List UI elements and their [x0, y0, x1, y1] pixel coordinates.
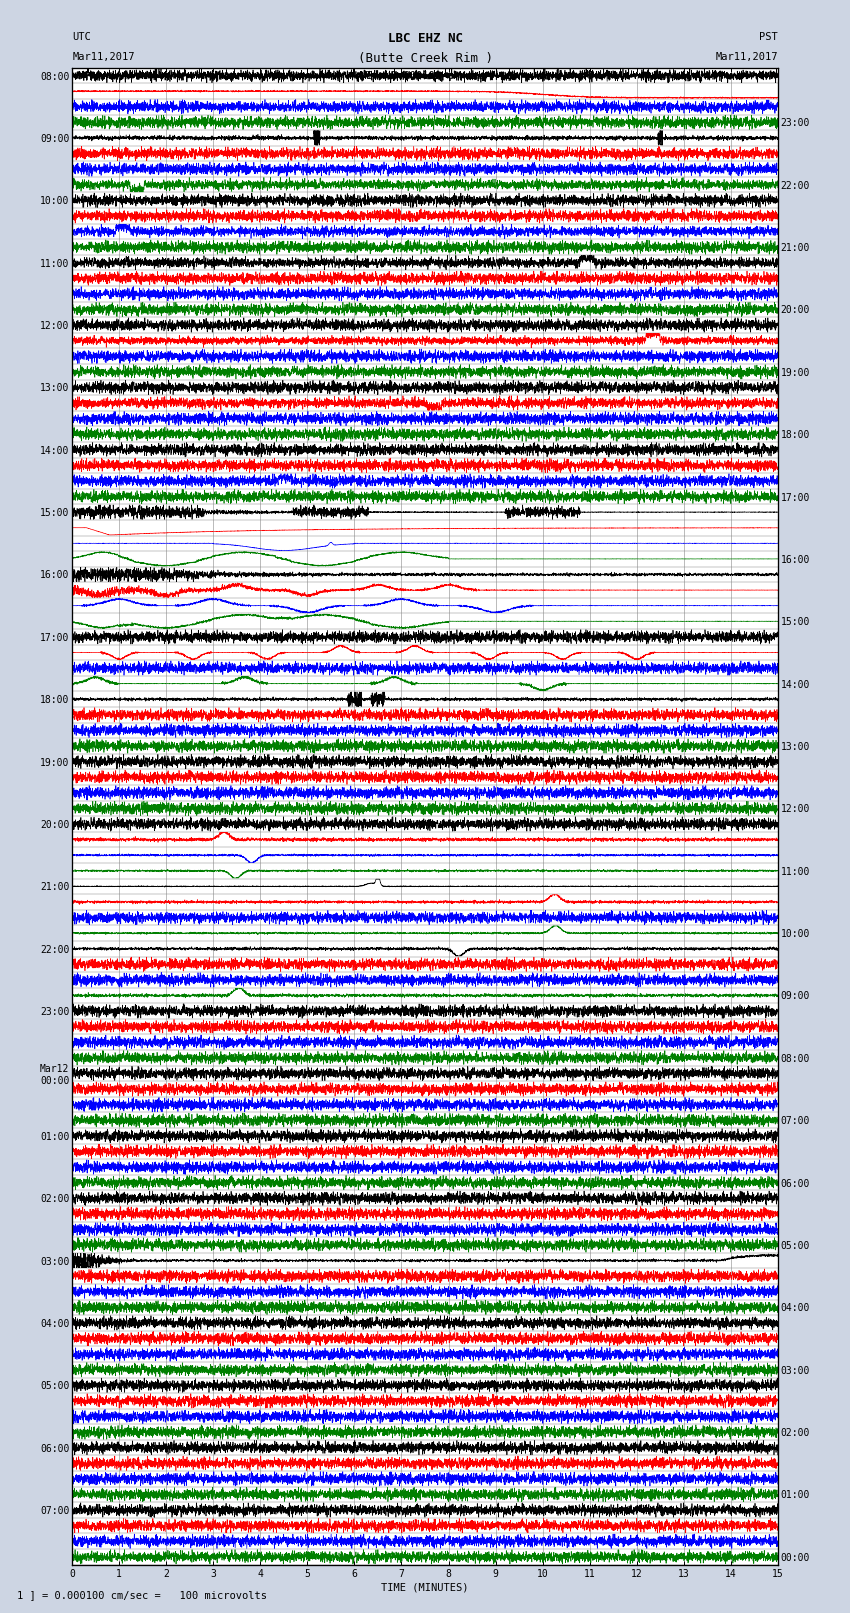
Text: Mar11,2017: Mar11,2017: [72, 52, 135, 61]
Text: UTC: UTC: [72, 32, 91, 42]
Text: PST: PST: [759, 32, 778, 42]
Text: I = 0.000100 cm/sec: I = 0.000100 cm/sec: [366, 71, 484, 81]
Text: 1 ] = 0.000100 cm/sec =   100 microvolts: 1 ] = 0.000100 cm/sec = 100 microvolts: [17, 1590, 267, 1600]
Text: (Butte Creek Rim ): (Butte Creek Rim ): [358, 52, 492, 65]
Text: Mar11,2017: Mar11,2017: [715, 52, 778, 61]
Text: LBC EHZ NC: LBC EHZ NC: [388, 32, 462, 45]
X-axis label: TIME (MINUTES): TIME (MINUTES): [382, 1582, 468, 1592]
